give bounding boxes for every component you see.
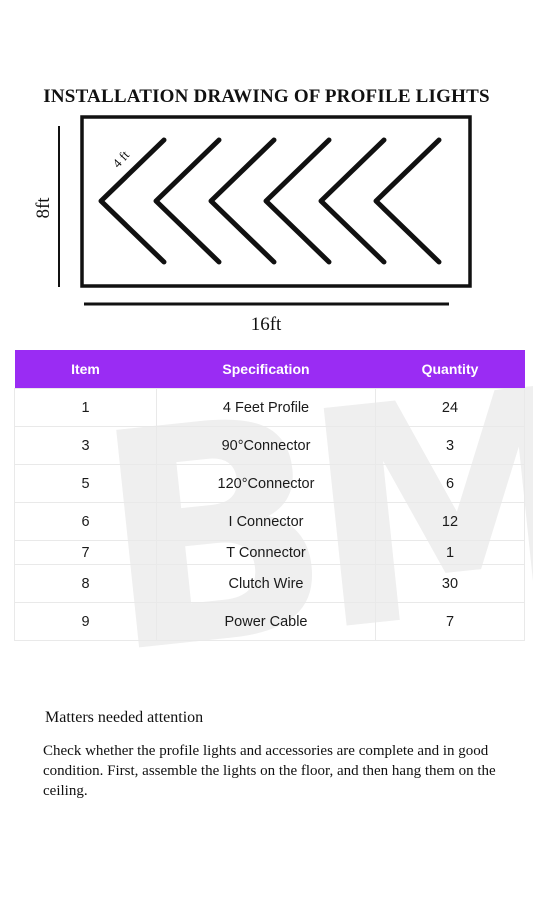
installation-drawing: 8ft 4 ft 16ft xyxy=(33,115,472,335)
quantity-cell: 30 xyxy=(375,564,525,603)
width-dimension-label: 16ft xyxy=(251,314,282,335)
item-cell: 8 xyxy=(14,564,157,603)
chevron-light-2 xyxy=(153,137,222,265)
chevron-light-6 xyxy=(373,137,442,265)
quantity-cell: 12 xyxy=(375,502,525,541)
quantity-cell: 24 xyxy=(375,388,525,427)
chevron-group xyxy=(98,137,442,265)
table-row: 3 90°Connector 3 xyxy=(14,426,525,465)
specification-cell: 120°Connector xyxy=(156,464,376,503)
specification-cell: 4 Feet Profile xyxy=(156,388,376,427)
specification-cell: Power Cable xyxy=(156,602,376,641)
specification-cell: T Connector xyxy=(156,540,376,565)
quantity-cell: 7 xyxy=(375,602,525,641)
quantity-cell: 6 xyxy=(375,464,525,503)
item-cell: 6 xyxy=(14,502,157,541)
ceiling-frame xyxy=(80,115,472,288)
item-cell: 5 xyxy=(14,464,157,503)
notes-heading: Matters needed attention xyxy=(45,709,204,726)
table-row: 5 120°Connector 6 xyxy=(14,464,525,503)
page-title: INSTALLATION DRAWING OF PROFILE LIGHTS xyxy=(43,86,490,107)
column-header-item: Item xyxy=(14,350,157,389)
table-row: 6 I Connector 12 xyxy=(14,502,525,541)
quantity-cell: 3 xyxy=(375,426,525,465)
item-cell: 7 xyxy=(14,540,157,565)
item-cell: 1 xyxy=(14,388,157,427)
table-header-row: Item Specification Quantity xyxy=(14,350,525,389)
segment-length-label: 4 ft xyxy=(109,147,132,170)
column-header-quantity: Quantity xyxy=(375,350,525,389)
notes-body: Check whether the profile lights and acc… xyxy=(43,743,496,799)
chevron-light-4 xyxy=(263,137,332,265)
chevron-light-3 xyxy=(208,137,277,265)
specification-cell: 90°Connector xyxy=(156,426,376,465)
specification-table: Item Specification Quantity 1 4 Feet Pro… xyxy=(14,350,525,641)
table-row: 1 4 Feet Profile 24 xyxy=(14,388,525,427)
height-dimension-label: 8ft xyxy=(33,197,54,219)
table-row: 7 T Connector 1 xyxy=(14,540,525,565)
specification-cell: I Connector xyxy=(156,502,376,541)
item-cell: 9 xyxy=(14,602,157,641)
table-row: 9 Power Cable 7 xyxy=(14,602,525,641)
specification-cell: Clutch Wire xyxy=(156,564,376,603)
item-cell: 3 xyxy=(14,426,157,465)
chevron-light-5 xyxy=(318,137,387,265)
column-header-specification: Specification xyxy=(156,350,376,389)
quantity-cell: 1 xyxy=(375,540,525,565)
chevron-light-1 xyxy=(98,137,167,265)
table-row: 8 Clutch Wire 30 xyxy=(14,564,525,603)
